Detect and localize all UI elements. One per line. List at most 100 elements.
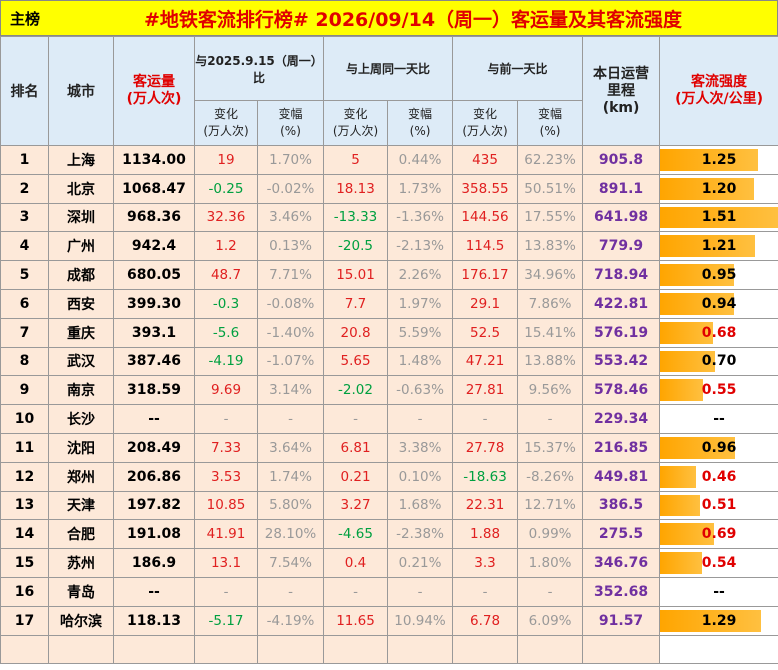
row: 8 武汉 387.46 -4.19 -1.07% 5.65 1.48% 47.21 13.88%… xyxy=(0,346,778,377)
cell: 91.57 xyxy=(582,605,661,636)
cell: 0.51 xyxy=(659,490,778,521)
cell: -- xyxy=(659,576,778,607)
cell: 12 xyxy=(0,461,49,492)
cell: 0.96 xyxy=(659,432,778,463)
row: 17 哈尔滨 118.13 -5.17 -4.19% 11.65 10.94% 6.78 6.0… xyxy=(0,605,778,636)
cell: 206.86 xyxy=(113,461,195,492)
cell: 4 xyxy=(0,231,49,262)
cell: 13.88% xyxy=(517,346,584,377)
row: 14 合肥 191.08 41.91 28.10% -4.65 -2.38% 1.88 0.99… xyxy=(0,519,778,550)
cell: 6.78 xyxy=(452,605,519,636)
text: 客运量 xyxy=(133,74,175,90)
cell xyxy=(113,634,195,665)
cell: 197.82 xyxy=(113,490,195,521)
cell: -8.26% xyxy=(517,461,584,492)
cell: 3.38% xyxy=(387,432,454,463)
cell: 1.97% xyxy=(387,288,454,319)
cell: 0.13% xyxy=(256,231,325,262)
cell: 7.33 xyxy=(194,432,258,463)
cell: 12.71% xyxy=(517,490,584,521)
cell: 苏州 xyxy=(48,548,114,578)
cell: -2.38% xyxy=(387,519,454,550)
cell: 6 xyxy=(0,288,49,319)
text: (万人次) xyxy=(332,124,379,138)
cell: 18.13 xyxy=(323,173,389,204)
cell: 0.55 xyxy=(659,375,778,406)
cell: 5.80% xyxy=(256,490,325,521)
cell: 8 xyxy=(0,346,49,377)
cell: -4.19% xyxy=(256,605,325,636)
cell: 2 xyxy=(0,173,49,204)
cell: 0.70 xyxy=(659,346,778,377)
cell: 1.80% xyxy=(517,548,584,578)
cell: 3 xyxy=(0,202,49,233)
header-cell: 与2025.9.15（周一）比 xyxy=(193,36,325,101)
cell: -0.08% xyxy=(256,288,325,319)
cell: 9.69 xyxy=(194,375,258,406)
data-bar xyxy=(660,177,754,200)
cell: 3.3 xyxy=(452,548,519,578)
cell-text: 0.68 xyxy=(701,324,737,341)
cell: 578.46 xyxy=(582,375,661,406)
cell: 15.41% xyxy=(517,317,584,348)
cell: 386.5 xyxy=(582,490,661,521)
cell: - xyxy=(517,576,584,607)
data-bar xyxy=(660,552,703,574)
cell-text: 1.51 xyxy=(701,209,737,226)
empty-row xyxy=(0,634,778,665)
cell: 358.55 xyxy=(452,173,519,204)
data-bar xyxy=(660,292,734,315)
cell: 114.5 xyxy=(452,231,519,262)
text: 变幅 xyxy=(538,107,563,121)
cell: 0.68 xyxy=(659,317,778,348)
cell: 5.59% xyxy=(387,317,454,348)
cell: 15 xyxy=(0,548,49,578)
cell: -0.63% xyxy=(387,375,454,406)
cell: 北京 xyxy=(48,173,114,204)
cell: 1.88 xyxy=(452,519,519,550)
cell: 47.21 xyxy=(452,346,519,377)
cell: 天津 xyxy=(48,490,114,521)
cell: 553.42 xyxy=(582,346,661,377)
row: 3 深圳 968.36 32.36 3.46% -13.33 -1.36% 144.56 17.… xyxy=(0,202,778,233)
row: 16 青岛 -- - - - - - -352.68 -- xyxy=(0,576,778,607)
cell: -- xyxy=(113,404,195,434)
cell: - xyxy=(256,404,325,434)
cell xyxy=(194,634,258,665)
cell xyxy=(256,634,325,665)
cell: 13.1 xyxy=(194,548,258,578)
header-cell: 客流强度 (万人次/公里) xyxy=(659,36,778,146)
cell: 779.9 xyxy=(582,231,661,262)
cell: -1.40% xyxy=(256,317,325,348)
cell: - xyxy=(323,576,389,607)
subheader-cell: 变化 (万人次) xyxy=(194,100,258,146)
data-bar xyxy=(660,149,758,171)
cell: 1068.47 xyxy=(113,173,195,204)
cell: -2.13% xyxy=(387,231,454,262)
text: 变化 xyxy=(343,107,368,121)
cell-text: 0.96 xyxy=(701,439,737,456)
row: 2 北京 1068.47 -0.25 -0.02% 18.13 1.73% 358.55 50.… xyxy=(0,173,778,204)
cell: 3.46% xyxy=(256,202,325,233)
row: 6 西安 399.30 -0.3 -0.08% 7.7 1.97% 29.1 7.86% 422.… xyxy=(0,288,778,319)
text: (万人次/公里) xyxy=(675,91,763,107)
cell: 广州 xyxy=(48,231,114,262)
cell: 合肥 xyxy=(48,519,114,550)
cell: 16 xyxy=(0,576,49,607)
cell: 3.14% xyxy=(256,375,325,406)
cell: -- xyxy=(113,576,195,607)
cell: - xyxy=(452,576,519,607)
cell-text: 1.21 xyxy=(701,238,737,255)
cell: 20.8 xyxy=(323,317,389,348)
cell: 0.94 xyxy=(659,288,778,319)
cell: -4.19 xyxy=(194,346,258,377)
text: 本日运营 xyxy=(593,65,650,82)
cell: 南京 xyxy=(48,375,114,406)
ranking-table: 排名 城市 客运量 (万人次) 与2025.9.15（周一）比 与上周同一天比 与… xyxy=(0,36,778,665)
cell xyxy=(659,634,778,665)
row: 11 沈阳 208.49 7.33 3.64% 6.81 3.38% 27.78 15.37% 2… xyxy=(0,432,778,463)
cell xyxy=(387,634,454,665)
cell: -5.17 xyxy=(194,605,258,636)
cell: 0.44% xyxy=(387,145,454,175)
